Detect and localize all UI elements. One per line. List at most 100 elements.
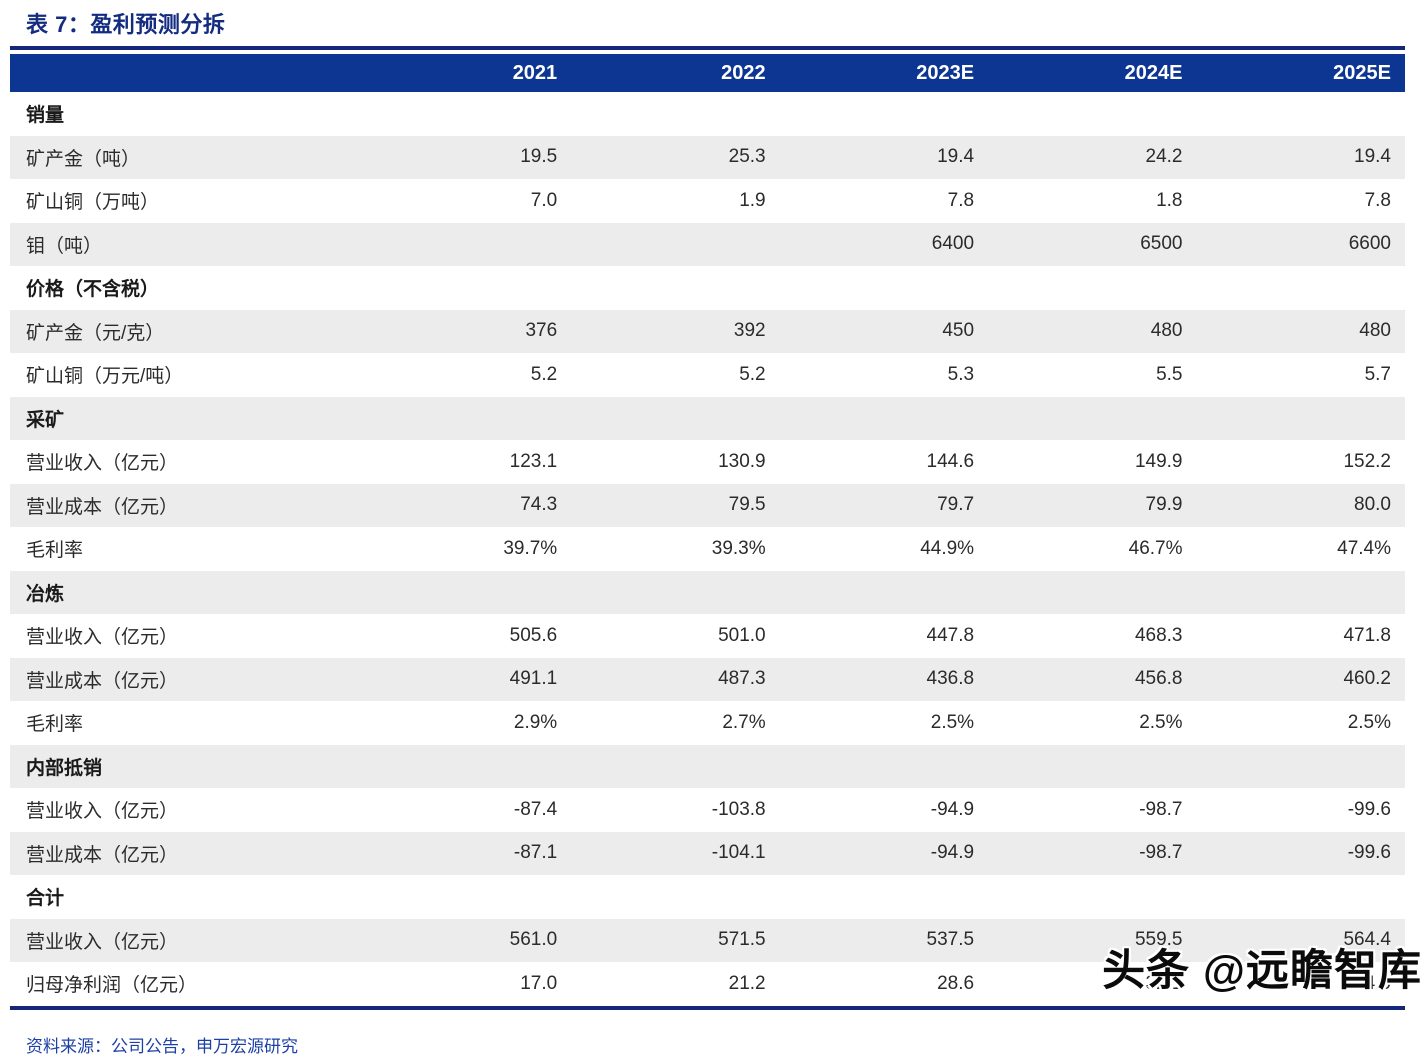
table-row: 营业收入（亿元） 561.0 571.5 537.5 559.5 564.4 (10, 918, 1405, 962)
cell-value: 44.9% (920, 537, 975, 559)
report-table-page: 表 7：盈利预测分拆 2021 2022 2023E 2024E 2025E 销… (10, 12, 1422, 1056)
cell-value: -99.6 (1347, 798, 1391, 820)
cell-value: 487.3 (571, 657, 780, 701)
section-row: 采矿 (10, 396, 1405, 440)
row-label: 营业收入（亿元） (10, 918, 363, 962)
cell-value: 74.3 (362, 483, 572, 527)
cell-value: 152.2 (1343, 450, 1391, 472)
cell-value (571, 222, 780, 266)
cell-value (779, 570, 989, 614)
cell-value (1196, 570, 1405, 614)
cell-value (363, 266, 571, 310)
cell-value: 6600 (1196, 222, 1405, 266)
cell-value: 564.4 (1196, 918, 1405, 962)
cell-value (362, 570, 572, 614)
table-row: 矿山铜（万元/吨） 5.2 5.2 5.3 5.5 5.7 (10, 353, 1405, 397)
cell-value: 149.9 (1134, 450, 1183, 472)
cell-value: 5.7 (1364, 363, 1391, 385)
cell-value (988, 396, 1197, 440)
cell-value (780, 875, 988, 919)
row-label: 营业成本（亿元） (10, 657, 363, 701)
header-cell-year: 2025E (1196, 54, 1405, 92)
cell-value: 2.7% (722, 711, 766, 733)
cell-value: 130.9 (718, 450, 766, 472)
cell-value (362, 222, 572, 266)
cell-value (362, 744, 572, 788)
table-row: 矿山铜（万吨） 7.0 1.9 7.8 1.8 7.8 (10, 179, 1405, 223)
cell-value (988, 570, 1197, 614)
cell-value: -94.9 (779, 831, 989, 875)
cell-value: 2.5% (930, 711, 975, 733)
cell-value: -94.9 (930, 798, 975, 820)
table-header: 2021 2022 2023E 2024E 2025E (10, 54, 1405, 92)
cell-value: 491.1 (362, 657, 572, 701)
table-row: 毛利率 39.7% 39.3% 44.9% 46.7% 47.4% (10, 527, 1405, 571)
watermark: 头条 @远瞻智库 (1102, 947, 1422, 995)
row-label: 归母净利润（亿元） (26, 975, 198, 997)
cell-value (1197, 875, 1406, 919)
cell-value: 79.5 (571, 483, 780, 527)
cell-value: 39.3% (711, 537, 766, 559)
cell-value: 480 (1196, 309, 1405, 353)
title-underline (10, 46, 1405, 50)
header-cell-year: 2021 (362, 54, 572, 92)
cell-value: 25.3 (571, 135, 780, 179)
table-row: 钼（吨） 6400 6500 6600 (10, 222, 1405, 266)
row-label: 冶炼 (10, 570, 363, 614)
cell-value: 5.2 (530, 363, 558, 385)
cell-value: 6500 (988, 222, 1197, 266)
table-body: 销量 矿产金（吨） 19.5 25.3 19.4 24.2 19.4 矿山铜（万吨） 7.0 1.… (10, 92, 1405, 1006)
section-row: 合计 (10, 875, 1405, 919)
cell-value: 6400 (779, 222, 989, 266)
cell-value: 28.6 (937, 972, 975, 994)
cell-value (363, 92, 571, 136)
cell-value (571, 266, 779, 310)
cell-value: 376 (362, 309, 572, 353)
cell-value: 2.5% (1139, 711, 1183, 733)
header-cell-blank (10, 54, 363, 92)
cell-value (571, 744, 780, 788)
cell-value (571, 875, 779, 919)
cell-value: 7.0 (530, 189, 558, 211)
table-title: 表 7：盈利预测分拆 (26, 12, 226, 37)
section-row: 销量 (10, 92, 1405, 136)
cell-value: -104.1 (571, 831, 780, 875)
cell-value: 1.9 (739, 189, 766, 211)
row-label: 内部抵销 (10, 744, 363, 788)
cell-value: -98.7 (988, 831, 1197, 875)
cell-value: 46.7% (1128, 537, 1183, 559)
cell-value: 79.9 (988, 483, 1197, 527)
cell-value: -103.8 (711, 798, 766, 820)
row-label: 钼（吨） (10, 222, 363, 266)
cell-value (1197, 266, 1406, 310)
cell-value (988, 92, 1196, 136)
cell-value (988, 744, 1197, 788)
table-row: 矿产金（元/克） 376 392 450 480 480 (10, 309, 1405, 353)
row-label: 矿产金（元/克） (10, 309, 363, 353)
cell-value: 2.5% (1347, 711, 1391, 733)
row-label: 合计 (26, 888, 65, 910)
cell-value: 460.2 (1196, 657, 1405, 701)
cell-value: 505.6 (509, 624, 558, 646)
cell-value: -99.6 (1196, 831, 1405, 875)
row-label: 价格（不含税） (26, 279, 160, 301)
row-label: 矿产金（吨） (10, 135, 363, 179)
cell-value (988, 266, 1196, 310)
cell-value (571, 570, 780, 614)
cell-value: 79.7 (779, 483, 989, 527)
cell-value: -87.4 (513, 798, 558, 820)
cell-value: 571.5 (571, 918, 780, 962)
table-row: 营业收入（亿元） 123.1 130.9 144.6 149.9 152.2 (10, 440, 1405, 484)
table-row: 营业收入（亿元） -87.4 -103.8 -94.9 -98.7 -99.6 (10, 788, 1405, 832)
cell-value (988, 875, 1196, 919)
cell-value (571, 396, 780, 440)
cell-value: 480 (988, 309, 1197, 353)
cell-value: 450 (779, 309, 989, 353)
table-bottom-border (10, 1005, 1405, 1010)
row-label: 营业收入（亿元） (26, 801, 179, 823)
cell-value: 7.8 (947, 189, 975, 211)
cell-value (1197, 92, 1406, 136)
row-label: 矿山铜（万吨） (26, 192, 160, 214)
cell-value (363, 875, 571, 919)
cell-value: 392 (571, 309, 780, 353)
